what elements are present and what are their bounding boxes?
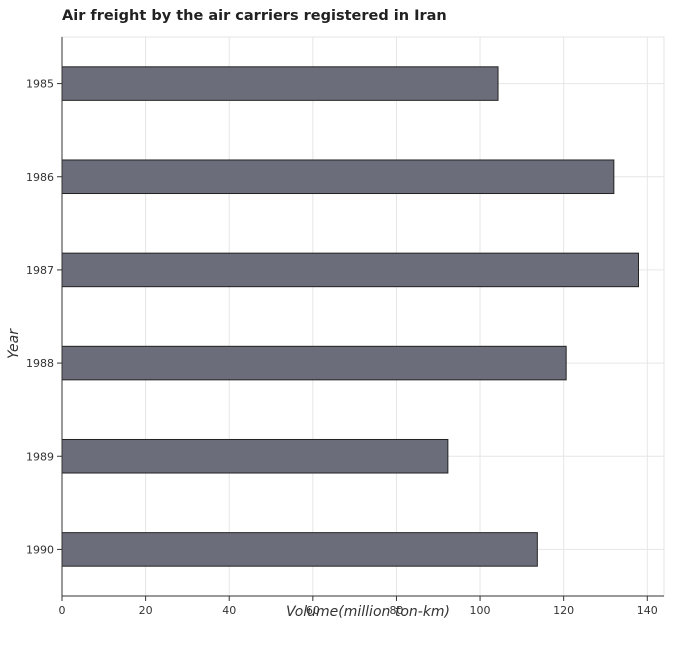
y-tick-label: 1985 (26, 78, 54, 91)
x-tick-label: 120 (553, 604, 574, 617)
x-tick-label: 20 (139, 604, 153, 617)
y-tick-label: 1990 (26, 543, 54, 556)
bar-1989 (61, 438, 449, 474)
chart-title: Air freight by the air carriers register… (62, 8, 447, 24)
x-tick-label: 0 (59, 604, 66, 617)
x-tick-label: 80 (389, 604, 403, 617)
bar-1986 (61, 159, 615, 195)
bar-1990 (61, 532, 538, 567)
x-tick-label: 40 (222, 604, 236, 617)
plot-frame (61, 36, 665, 597)
y-tick-label: 1988 (26, 357, 54, 370)
x-axis-label: Volume(million ton-km) (286, 604, 450, 620)
bar-1988 (61, 345, 567, 381)
y-tick-label: 1986 (26, 171, 54, 184)
bar-1985 (61, 66, 499, 101)
grid-layer (61, 36, 665, 597)
y-axis-label: Year (6, 328, 22, 359)
bar-1987 (61, 252, 639, 288)
axis-layer: 0 20 40 60 80 100 120 140 1985 1986 1987 1988 1989 19… (26, 37, 664, 617)
x-tick-label: 100 (470, 604, 491, 617)
y-tick-label: 1987 (26, 264, 54, 277)
bar-layer (61, 66, 639, 567)
x-tick-label: 60 (306, 604, 320, 617)
x-tick-label: 140 (637, 604, 658, 617)
y-tick-label: 1989 (26, 450, 54, 463)
